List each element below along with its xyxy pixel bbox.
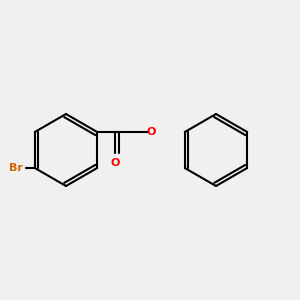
Text: Br: Br: [9, 163, 23, 173]
Text: O: O: [146, 127, 156, 137]
Text: O: O: [110, 158, 120, 167]
